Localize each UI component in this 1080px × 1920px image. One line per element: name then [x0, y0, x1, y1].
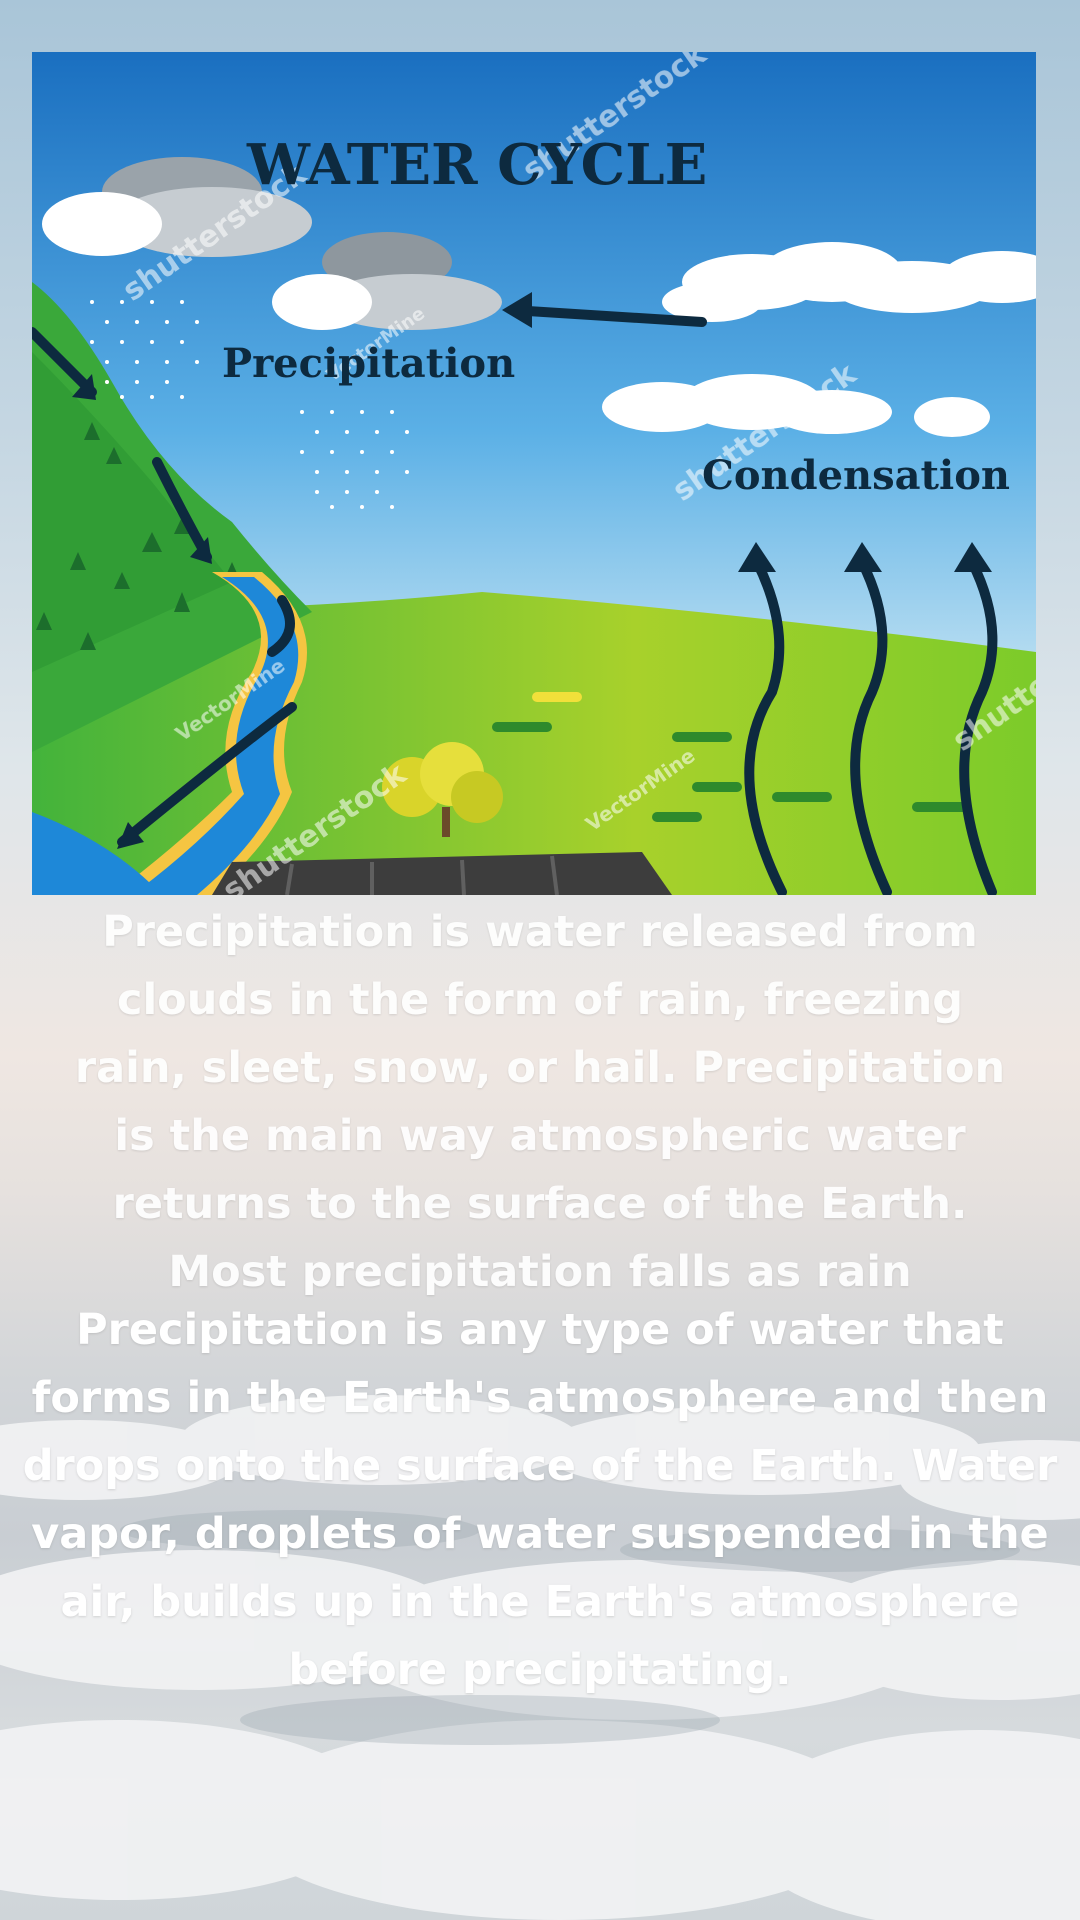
rain-drops-middle	[300, 410, 409, 509]
diagram-title: WATER CYCLE	[246, 132, 707, 198]
background-clouds	[0, 1395, 1080, 1920]
rain-cloud-left	[42, 157, 312, 257]
paragraph-precipitation-definition: Precipitation is water released from clo…	[74, 907, 1006, 1297]
condensation-label: Condensation	[702, 452, 1010, 499]
precipitation-label: Precipitation	[222, 340, 515, 387]
rain-drops-left	[90, 300, 199, 399]
rain-cloud-middle	[272, 232, 502, 330]
bush	[382, 742, 503, 837]
flow-arrows	[32, 305, 998, 895]
water-cycle-diagram: shutterstock VectorMine shutterstock shu…	[32, 52, 1036, 895]
paragraph-precipitation-formation: Precipitation is any type of water that …	[22, 1305, 1058, 1695]
clouds-right	[602, 242, 1036, 437]
